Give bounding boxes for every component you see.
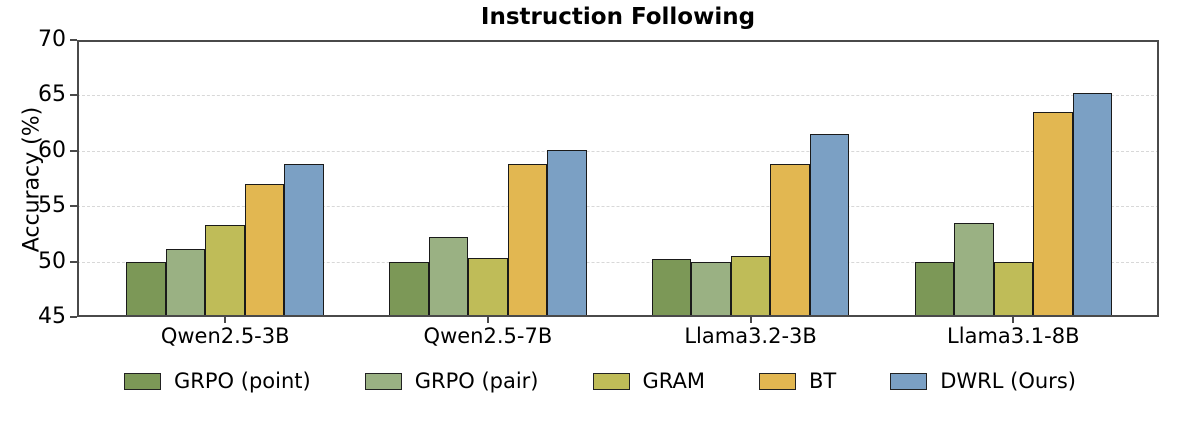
x-tick-mark-qwen2.5-7b <box>486 317 489 323</box>
bar-grpo-point-llama3.1-8b <box>914 261 955 317</box>
bar-gram-qwen2.5-3b <box>205 225 245 317</box>
bar-grpo-pair-qwen2.5-3b <box>165 249 206 317</box>
y-tick-mark-55 <box>70 205 77 208</box>
legend-label: DWRL (Ours) <box>940 369 1076 393</box>
x-tick-label-qwen2.5-7b: Qwen2.5-7B <box>423 324 553 348</box>
bar-bt-llama3.1-8b <box>1033 112 1073 317</box>
bar-grpo-pair-qwen2.5-7b <box>428 237 469 317</box>
y-tick-mark-60 <box>70 149 77 152</box>
bar-gram-llama3.1-8b <box>993 261 1034 317</box>
y-tick-label-55: 55 <box>38 193 66 219</box>
bar-grpo-point-qwen2.5-3b <box>126 261 166 317</box>
bar-dwrl-ours-llama3.1-8b <box>1072 93 1113 317</box>
y-tick-label-45: 45 <box>38 304 66 329</box>
legend-item-bt: BT <box>759 369 836 393</box>
legend-label: GRPO (pair) <box>414 369 539 393</box>
y-tick-label-65: 65 <box>38 82 66 108</box>
x-tick-mark-llama3.2-3b <box>749 317 752 323</box>
bar-dwrl-ours-qwen2.5-3b <box>284 164 324 317</box>
legend: GRPO (point) GRPO (pair) GRAM BT DWRL (Ours) <box>0 369 1200 393</box>
plot-area <box>77 40 1159 317</box>
y-tick-label-70: 70 <box>38 27 66 52</box>
y-tick-mark-50 <box>70 260 77 263</box>
x-tick-mark-llama3.1-8b <box>1012 317 1015 323</box>
y-tick-label-50: 50 <box>38 248 66 274</box>
bar-grpo-point-qwen2.5-7b <box>389 261 429 317</box>
legend-swatch-icon <box>124 372 162 390</box>
bar-bt-qwen2.5-7b <box>507 164 548 317</box>
bar-dwrl-ours-llama3.2-3b <box>809 134 850 317</box>
bar-gram-qwen2.5-7b <box>468 258 508 317</box>
gridline-y-60 <box>77 150 1159 152</box>
bar-dwrl-ours-qwen2.5-7b <box>547 149 587 317</box>
y-tick-mark-45 <box>70 316 77 318</box>
x-tick-mark-qwen2.5-3b <box>224 317 227 323</box>
gridline-y-65 <box>77 95 1159 97</box>
chart-title: Instruction Following <box>480 4 756 30</box>
gridline-y-50 <box>77 261 1159 263</box>
legend-label: BT <box>809 369 837 393</box>
bar-bt-llama3.2-3b <box>770 164 810 317</box>
legend-item-dwrl-ours: DWRL (Ours) <box>890 369 1076 393</box>
gridline-y-55 <box>77 206 1159 208</box>
bar-gram-llama3.2-3b <box>730 256 771 317</box>
y-tick-mark-65 <box>70 94 77 97</box>
legend-swatch-icon <box>759 372 797 390</box>
bar-grpo-pair-llama3.1-8b <box>954 222 994 317</box>
bar-grpo-pair-llama3.2-3b <box>691 261 731 317</box>
legend-label: GRPO (point) <box>174 369 311 393</box>
x-tick-label-llama3.2-3b: Llama3.2-3B <box>684 324 817 348</box>
legend-item-gram: GRAM <box>592 369 706 393</box>
legend-swatch-icon <box>364 372 402 390</box>
bar-bt-qwen2.5-3b <box>244 184 285 317</box>
y-tick-mark-70 <box>70 39 77 41</box>
x-tick-label-qwen2.5-3b: Qwen2.5-3B <box>160 324 290 348</box>
legend-item-grpo-pair: GRPO (pair) <box>364 369 539 393</box>
x-tick-label-llama3.1-8b: Llama3.1-8B <box>947 324 1080 348</box>
legend-label: GRAM <box>642 369 706 393</box>
legend-swatch-icon <box>592 372 630 390</box>
y-tick-label-60: 60 <box>38 137 66 163</box>
legend-swatch-icon <box>890 372 928 390</box>
legend-item-grpo-point: GRPO (point) <box>124 369 311 393</box>
bar-grpo-point-llama3.2-3b <box>651 259 692 317</box>
